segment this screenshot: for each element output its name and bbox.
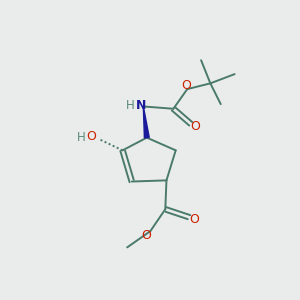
Text: O: O xyxy=(190,213,200,226)
Polygon shape xyxy=(143,106,149,138)
Text: N: N xyxy=(136,99,146,112)
Text: O: O xyxy=(141,229,151,242)
Text: H: H xyxy=(126,99,135,112)
Text: O: O xyxy=(181,79,191,92)
Text: H: H xyxy=(76,131,85,144)
Text: O: O xyxy=(190,120,200,133)
Text: O: O xyxy=(86,130,96,143)
